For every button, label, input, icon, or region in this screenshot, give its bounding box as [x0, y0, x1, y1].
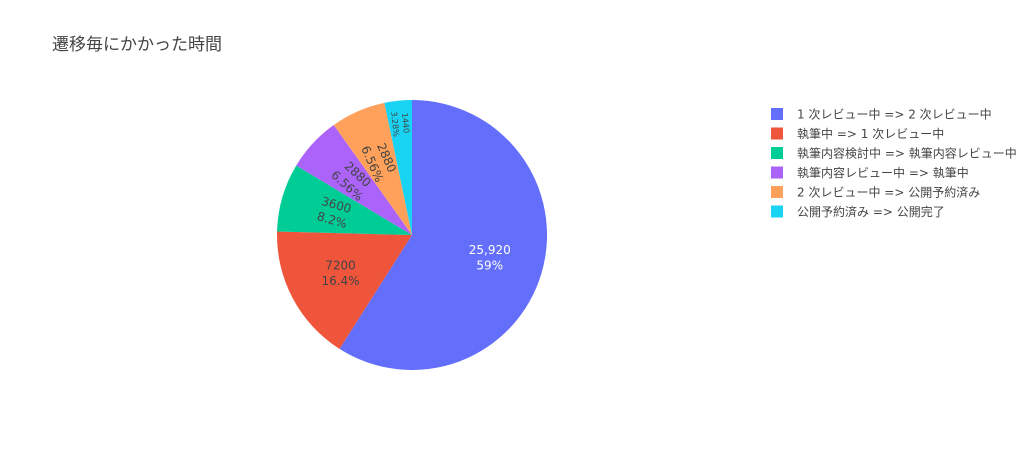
legend-swatch-4[interactable] [771, 186, 783, 198]
pie-slices [276, 100, 548, 370]
slice-value-5: 1440 [400, 112, 411, 133]
pie-slice-3 [296, 124, 412, 235]
legend-swatch-3[interactable] [771, 166, 783, 179]
slice-label-0: 25,920 59% [469, 243, 511, 273]
legend-swatch-2[interactable] [771, 147, 783, 159]
legend-label-2[interactable]: 執筆内容検討中 => 執筆内容レビュー中 [797, 146, 1017, 161]
slice-label-5: 14403.28% [389, 110, 411, 138]
slice-label-1: 7200 16.4% [321, 258, 359, 288]
legend-swatch-5[interactable] [771, 205, 783, 218]
pie-slice-2 [277, 165, 412, 235]
slice-value-0: 25,920 [469, 243, 511, 257]
pie-slice-1 [276, 231, 412, 349]
pie-slice-5 [384, 100, 412, 235]
legend-swatch-0[interactable] [771, 108, 783, 120]
legend-label-1[interactable]: 執筆中 => 1 次レビュー中 [797, 126, 944, 141]
chart-title: 遷移毎にかかった時間 [52, 35, 222, 55]
slice-percent-5: 3.28% [389, 111, 401, 138]
legend-label-5[interactable]: 公開予約済み => 公開完了 [797, 204, 945, 219]
legend-label-4[interactable]: 2 次レビュー中 => 公開予約済み [797, 185, 980, 200]
legend-label-3[interactable]: 執筆内容レビュー中 => 執筆中 [797, 165, 969, 180]
slice-percent-1: 16.4% [321, 274, 359, 288]
legend-label-0[interactable]: 1 次レビュー中 => 2 次レビュー中 [797, 107, 992, 122]
slice-value-1: 7200 [325, 258, 356, 272]
legend-swatch-1[interactable] [771, 127, 783, 140]
slice-percent-0: 59% [476, 259, 503, 273]
pie-slice-4 [333, 102, 412, 235]
pie-slice-0 [339, 100, 548, 370]
